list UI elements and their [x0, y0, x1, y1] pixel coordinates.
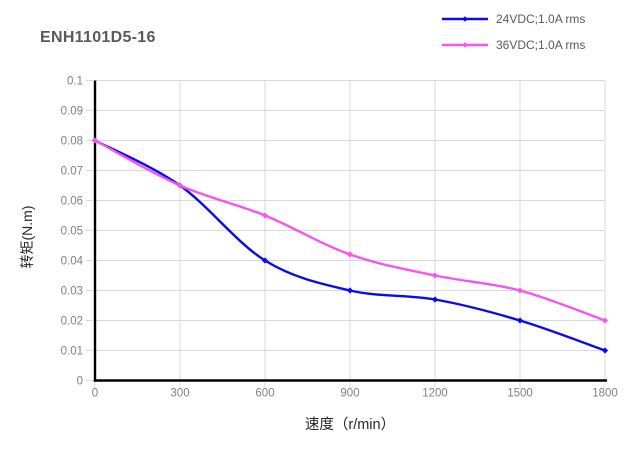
legend-label-36vdc: 36VDC;1.0A rms [496, 38, 586, 52]
series-marker-0 [346, 287, 354, 294]
y-tick-label: 0.05 [61, 226, 83, 238]
y-tick-label: 0.04 [61, 256, 84, 268]
legend-line-marker-icon [442, 16, 488, 22]
series-marker-1 [176, 182, 184, 189]
legend-line-marker-icon [442, 42, 488, 48]
chart-title: ENH1101D5-16 [40, 29, 156, 46]
series-marker-1 [601, 317, 609, 324]
y-axis-label: 转矩(N.m) [19, 205, 35, 269]
x-tick-label: 0 [92, 388, 98, 400]
series-marker-1 [346, 251, 354, 258]
legend-item-24vdc: 24VDC;1.0A rms [442, 9, 585, 29]
y-tick-label: 0.01 [61, 346, 83, 358]
series-marker-1 [431, 272, 439, 279]
legend: 24VDC;1.0A rms 36VDC;1.0A rms [442, 9, 585, 61]
series-marker-1 [516, 287, 524, 294]
x-tick-label: 300 [170, 388, 189, 400]
x-axis-label: 速度（r/min） [304, 417, 396, 433]
y-tick-label: 0.1 [67, 76, 83, 88]
series-marker-1 [261, 212, 269, 219]
x-tick-label: 1500 [507, 388, 533, 400]
legend-item-36vdc: 36VDC;1.0A rms [442, 35, 585, 55]
y-tick-label: 0.03 [61, 286, 83, 298]
y-tick-label: 0.06 [61, 196, 83, 208]
x-tick-label: 600 [255, 388, 274, 400]
y-tick-label: 0.07 [61, 166, 83, 178]
y-tick-label: 0.09 [61, 106, 83, 118]
x-tick-label: 1800 [592, 388, 618, 400]
series-marker-0 [516, 317, 524, 324]
series-marker-0 [601, 347, 609, 354]
legend-label-24vdc: 24VDC;1.0A rms [496, 12, 586, 26]
y-tick-label: 0.08 [61, 136, 83, 148]
series-marker-0 [261, 257, 269, 264]
series-marker-0 [431, 296, 439, 303]
series-marker-1 [91, 137, 99, 144]
x-tick-label: 900 [340, 388, 359, 400]
x-tick-label: 1200 [422, 388, 448, 400]
y-tick-label: 0.02 [61, 316, 83, 328]
y-tick-label: 0 [77, 376, 83, 388]
